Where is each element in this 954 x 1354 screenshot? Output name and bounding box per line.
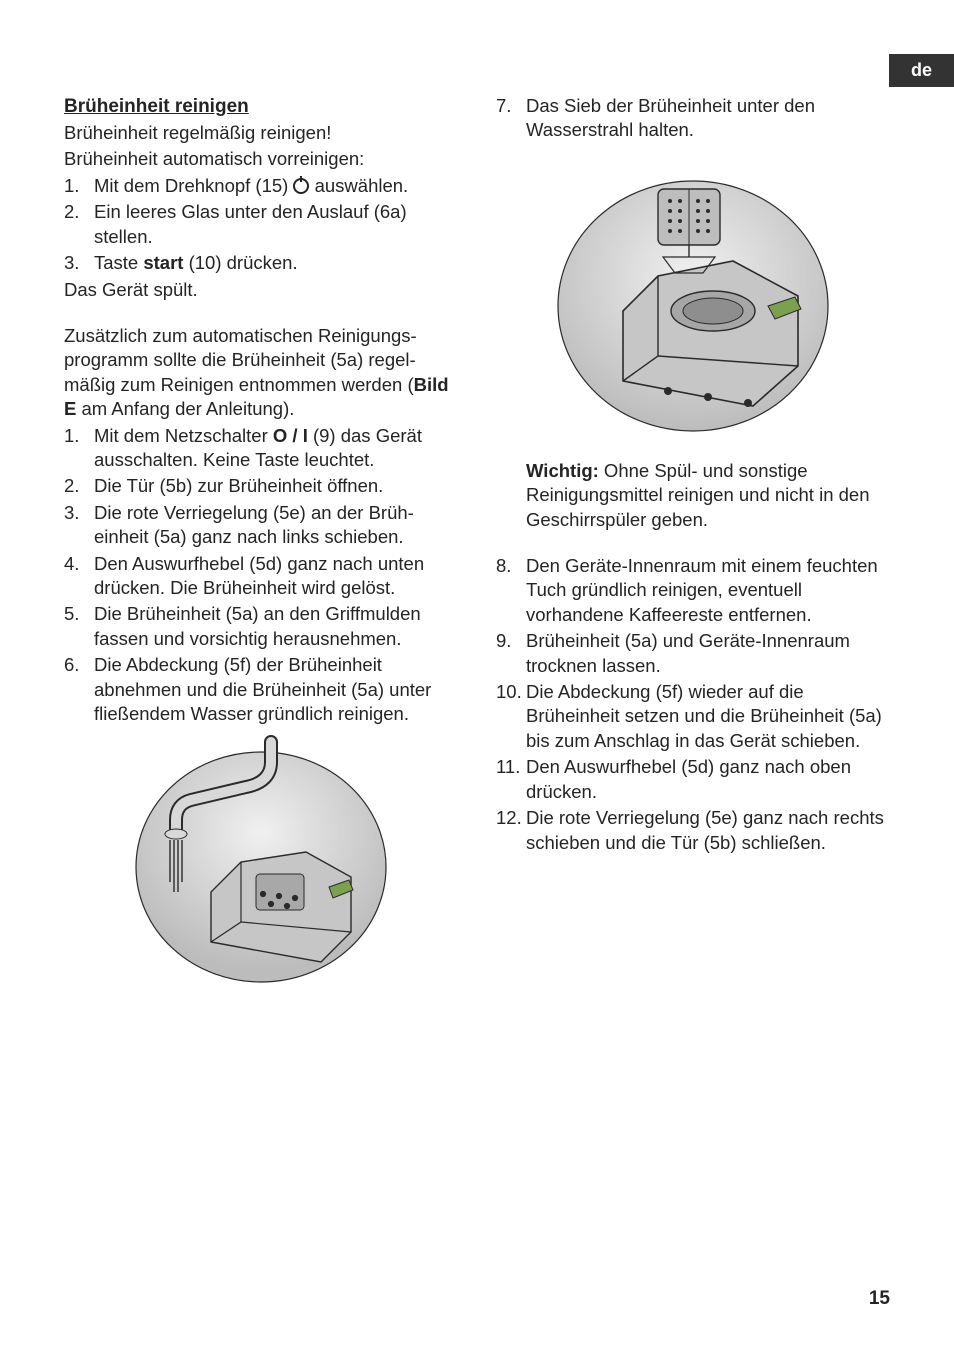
item-text: Mit dem Netzschalter O / I (9) das Gerät… (94, 424, 458, 473)
item-text: Brüheinheit (5a) und Geräte-Innenraum tr… (526, 629, 890, 678)
text-bold: start (143, 252, 183, 273)
text-bold: O / I (273, 425, 308, 446)
item-number: 5. (64, 602, 94, 651)
item-number: 9. (496, 629, 526, 678)
item-text: Die Abdeckung (5f) wieder auf die Brühei… (526, 680, 890, 753)
list-item: 5.Die Brüheinheit (5a) an den Griffmulde… (64, 602, 458, 651)
list-item: 3.Die rote Verriegelung (5e) an der Brüh… (64, 501, 458, 550)
list-item: 3. Taste start (10) drücken. (64, 251, 458, 275)
page-number: 15 (869, 1288, 890, 1310)
page: de Brüheinheit reinigen Brüheinheit rege… (0, 0, 954, 1354)
list-item: 7. Das Sieb der Brüheinheit unter den Wa… (496, 94, 890, 143)
item-text: Die Abdeckung (5f) der Brüheinheit abneh… (94, 653, 458, 726)
list-item: 1.Mit dem Netzschalter O / I (9) das Ger… (64, 424, 458, 473)
text-part: Mit dem Netzschalter (94, 425, 273, 446)
item-text: Die Brüheinheit (5a) an den Griffmulden … (94, 602, 458, 651)
item-text: Das Sieb der Brüheinheit unter den Wasse… (526, 94, 890, 143)
item-text: Ein leeres Glas unter den Auslauf (6a) s… (94, 200, 458, 249)
item-number: 2. (64, 474, 94, 498)
item-number: 1. (64, 424, 94, 473)
item-number: 12. (496, 806, 526, 855)
text-part: Zusätzlich zum automatischen Reinigungs­… (64, 325, 417, 395)
list-item: 8.Den Geräte-Innenraum mit einem feuchte… (496, 554, 890, 627)
section-title: Brüheinheit reinigen (64, 94, 458, 119)
text-bold: Wichtig: (526, 460, 599, 481)
figure-rinse-under-tap (121, 732, 401, 992)
list-c-first: 7. Das Sieb der Brüheinheit unter den Wa… (496, 94, 890, 143)
text-part: (10) drücken. (183, 252, 297, 273)
text-part: Mit dem Drehknopf (15) (94, 175, 293, 196)
text-part: auswählen. (309, 175, 408, 196)
dial-icon (293, 178, 309, 194)
right-column: 7. Das Sieb der Brüheinheit unter den Wa… (496, 94, 890, 992)
item-text: Die rote Verriegelung (5e) an der Brüh­e… (94, 501, 458, 550)
item-number: 3. (64, 251, 94, 275)
list-item: 9.Brüheinheit (5a) und Geräte-Innenraum … (496, 629, 890, 678)
list-a: 1. Mit dem Drehknopf (15) auswählen. 2. … (64, 174, 458, 276)
list-item: 2.Die Tür (5b) zur Brüheinheit öffnen. (64, 474, 458, 498)
item-text: Die Tür (5b) zur Brüheinheit öffnen. (94, 474, 458, 498)
item-number: 8. (496, 554, 526, 627)
list-c-rest: 8.Den Geräte-Innenraum mit einem feuchte… (496, 554, 890, 855)
language-tab: de (889, 54, 954, 87)
intro-line-2: Brüheinheit automatisch vorreinigen: (64, 147, 458, 171)
list-item: 11.Den Auswurfhebel (5d) ganz nach oben … (496, 755, 890, 804)
list-item: 4.Den Auswurfhebel (5d) ganz nach unten … (64, 552, 458, 601)
list-b: 1.Mit dem Netzschalter O / I (9) das Ger… (64, 424, 458, 727)
two-column-layout: Brüheinheit reinigen Brüheinheit regelmä… (64, 94, 890, 992)
left-column: Brüheinheit reinigen Brüheinheit regelmä… (64, 94, 458, 992)
item-number: 6. (64, 653, 94, 726)
after-list-a: Das Gerät spült. (64, 278, 458, 302)
mid-paragraph: Zusätzlich zum automatischen Reinigungs­… (64, 324, 458, 422)
intro-line-1: Brüheinheit regelmäßig reinigen! (64, 121, 458, 145)
item-number: 11. (496, 755, 526, 804)
item-number: 3. (64, 501, 94, 550)
item-number: 10. (496, 680, 526, 753)
item-text: Taste start (10) drücken. (94, 251, 458, 275)
important-note: Wichtig: Ohne Spül- und sonstige Reinigu… (526, 459, 890, 532)
item-number: 4. (64, 552, 94, 601)
list-item: 6.Die Abdeckung (5f) der Brüheinheit abn… (64, 653, 458, 726)
item-number: 1. (64, 174, 94, 198)
text-part: Taste (94, 252, 143, 273)
item-number: 7. (496, 94, 526, 143)
figure-sieve-detail (543, 161, 843, 441)
item-text: Den Auswurfhebel (5d) ganz nach unten dr… (94, 552, 458, 601)
item-text: Den Auswurfhebel (5d) ganz nach oben drü… (526, 755, 890, 804)
item-text: Die rote Verriegelung (5e) ganz nach rec… (526, 806, 890, 855)
list-item: 12.Die rote Verriegelung (5e) ganz nach … (496, 806, 890, 855)
item-number: 2. (64, 200, 94, 249)
list-item: 2. Ein leeres Glas unter den Auslauf (6a… (64, 200, 458, 249)
list-item: 1. Mit dem Drehknopf (15) auswählen. (64, 174, 458, 198)
item-text: Den Geräte-Innenraum mit einem feuchten … (526, 554, 890, 627)
item-text: Mit dem Drehknopf (15) auswählen. (94, 174, 458, 198)
text-part: am Anfang der Anleitung). (76, 398, 294, 419)
list-item: 10.Die Abdeckung (5f) wieder auf die Brü… (496, 680, 890, 753)
